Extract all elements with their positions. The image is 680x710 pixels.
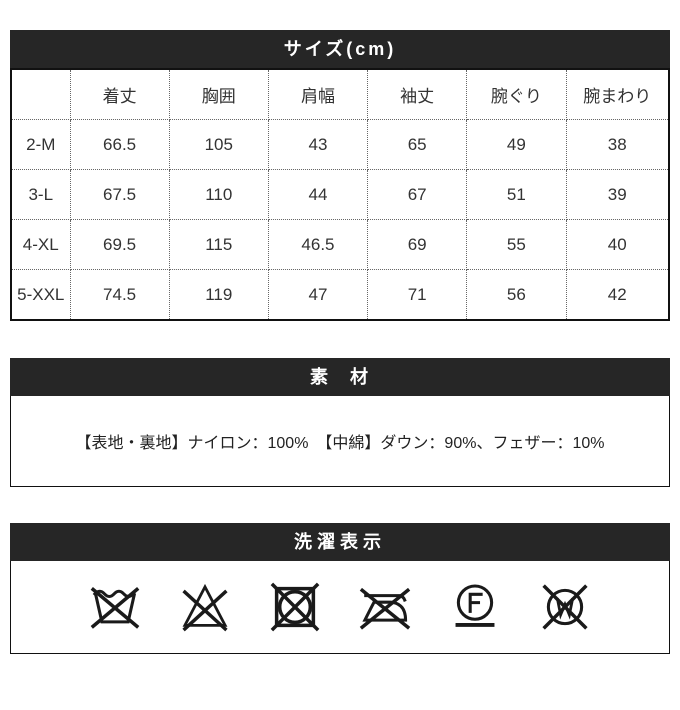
measurement-cell: 110 bbox=[168, 169, 269, 220]
table-row: 3-L 67.5 110 44 67 51 39 bbox=[10, 169, 670, 220]
measurement-cell: 44 bbox=[267, 169, 369, 220]
material-description-box: 【表地・裏地】ナイロン：100% 【中綿】ダウン：90%、フェザー：10% bbox=[10, 396, 670, 487]
measurement-cell: 115 bbox=[168, 219, 269, 270]
measurement-cell: 42 bbox=[565, 269, 670, 321]
column-header: 袖丈 bbox=[367, 68, 468, 120]
column-header: 肩幅 bbox=[267, 68, 369, 120]
measurement-cell: 39 bbox=[565, 169, 670, 220]
measurement-cell: 47 bbox=[267, 269, 369, 321]
column-header: 腕ぐり bbox=[466, 68, 567, 120]
size-table-header-row: 着丈 胸囲 肩幅 袖丈 腕ぐり 腕まわり bbox=[10, 68, 670, 120]
measurement-cell: 43 bbox=[267, 119, 369, 170]
care-section-title: 洗濯表示 bbox=[10, 523, 670, 561]
do-not-wash-icon bbox=[87, 579, 143, 635]
size-label: 3-L bbox=[10, 169, 71, 220]
measurement-cell: 66.5 bbox=[69, 119, 170, 170]
measurement-cell: 51 bbox=[466, 169, 567, 220]
do-not-bleach-icon bbox=[177, 579, 233, 635]
care-symbols-box bbox=[10, 561, 670, 654]
material-section: 素 材 【表地・裏地】ナイロン：100% 【中綿】ダウン：90%、フェザー：10… bbox=[10, 358, 670, 487]
measurement-cell: 119 bbox=[168, 269, 269, 321]
column-header: 胸囲 bbox=[168, 68, 269, 120]
measurement-cell: 71 bbox=[367, 269, 468, 321]
measurement-cell: 49 bbox=[466, 119, 567, 170]
dry-clean-f-gentle-icon bbox=[447, 579, 503, 635]
table-row: 2-M 66.5 105 43 65 49 38 bbox=[10, 119, 670, 170]
column-header: 腕まわり bbox=[565, 68, 670, 120]
measurement-cell: 74.5 bbox=[69, 269, 170, 321]
size-table: 着丈 胸囲 肩幅 袖丈 腕ぐり 腕まわり 2-M 66.5 105 43 65 … bbox=[10, 68, 670, 321]
measurement-cell: 69 bbox=[367, 219, 468, 270]
size-section-title: サイズ(cm) bbox=[10, 30, 670, 68]
do-not-tumble-dry-icon bbox=[267, 579, 323, 635]
size-label: 2-M bbox=[10, 119, 71, 170]
column-header: 着丈 bbox=[69, 68, 170, 120]
size-section: サイズ(cm) 着丈 胸囲 肩幅 袖丈 腕ぐり 腕まわり 2-M 66.5 10… bbox=[10, 30, 670, 321]
care-section: 洗濯表示 bbox=[10, 523, 670, 654]
size-label: 5-XXL bbox=[10, 269, 71, 321]
measurement-cell: 67.5 bbox=[69, 169, 170, 220]
do-not-iron-icon bbox=[357, 579, 413, 635]
do-not-wet-clean-icon bbox=[537, 579, 593, 635]
measurement-cell: 105 bbox=[168, 119, 269, 170]
material-section-title: 素 材 bbox=[10, 358, 670, 396]
measurement-cell: 38 bbox=[565, 119, 670, 170]
material-text: 【表地・裏地】ナイロン：100% 【中綿】ダウン：90%、フェザー：10% bbox=[75, 435, 605, 452]
table-row: 5-XXL 74.5 119 47 71 56 42 bbox=[10, 269, 670, 321]
measurement-cell: 46.5 bbox=[267, 219, 369, 270]
measurement-cell: 55 bbox=[466, 219, 567, 270]
table-row: 4-XL 69.5 115 46.5 69 55 40 bbox=[10, 219, 670, 270]
size-table-corner-cell bbox=[10, 68, 71, 120]
measurement-cell: 69.5 bbox=[69, 219, 170, 270]
measurement-cell: 65 bbox=[367, 119, 468, 170]
measurement-cell: 56 bbox=[466, 269, 567, 321]
measurement-cell: 40 bbox=[565, 219, 670, 270]
measurement-cell: 67 bbox=[367, 169, 468, 220]
size-label: 4-XL bbox=[10, 219, 71, 270]
